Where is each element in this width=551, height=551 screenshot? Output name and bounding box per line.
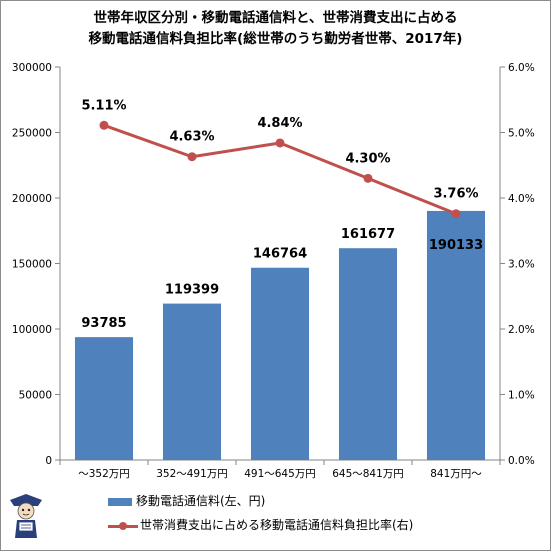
bar (338, 248, 398, 460)
left-tick-label: 50000 (19, 390, 52, 402)
x-tick-label: ～352万円 (78, 468, 130, 480)
ratio-data-label: 4.84% (257, 116, 302, 131)
x-tick-label: 491～645万円 (244, 468, 316, 480)
bar-data-label: 190133 (429, 238, 483, 253)
ratio-data-label: 5.11% (81, 98, 126, 113)
legend-bar-swatch (108, 497, 132, 506)
ratio-marker (187, 152, 197, 162)
left-tick-label: 300000 (12, 62, 52, 74)
left-tick-label: 250000 (12, 128, 52, 140)
bar-data-label: 119399 (165, 283, 219, 298)
left-tick-label: 100000 (12, 324, 52, 336)
right-tick-label: 2.0% (508, 324, 535, 336)
left-tick-label: 0 (45, 455, 52, 467)
right-tick-label: 6.0% (508, 62, 535, 74)
bar (74, 337, 134, 460)
chart-title-line-1: 世帯年収区分別・移動電話通信料と、世帯消費支出に占める (93, 10, 458, 26)
legend-item-line: 世帯消費支出に占める移動電話通信料負担比率(右) (108, 517, 413, 533)
bar-data-label: 93785 (81, 316, 126, 331)
right-tick-label: 1.0% (508, 390, 535, 402)
ratio-marker (275, 138, 285, 148)
left-tick-label: 200000 (12, 193, 52, 205)
right-tick-label: 4.0% (508, 193, 535, 205)
ratio-marker (363, 173, 373, 183)
legend-bar-label: 移動電話通信料(左、円) (136, 494, 266, 508)
x-tick-label: 841万円～ (430, 468, 482, 480)
chart-title: 世帯年収区分別・移動電話通信料と、世帯消費支出に占める 移動電話通信料負担比率(… (0, 8, 551, 50)
legend-item-bar: 移動電話通信料(左、円) (108, 493, 265, 509)
bar-data-label: 146764 (253, 247, 307, 262)
ratio-data-label: 4.63% (169, 130, 214, 145)
mascot-icon (10, 494, 42, 538)
bar (162, 303, 222, 460)
x-tick-label: 645～841万円 (332, 468, 404, 480)
right-tick-label: 0.0% (508, 455, 535, 467)
ratio-data-label: 4.30% (345, 151, 390, 166)
chart-title-line-2: 移動電話通信料負担比率(総世帯のうち勤労者世帯、2017年) (88, 31, 463, 47)
ratio-data-label: 3.76% (433, 187, 478, 202)
right-tick-label: 3.0% (508, 259, 535, 271)
x-tick-label: 352～491万円 (156, 468, 228, 480)
right-tick-label: 5.0% (508, 128, 535, 140)
legend-line-swatch (108, 521, 138, 531)
bar (250, 267, 310, 460)
ratio-marker (451, 209, 461, 219)
bar (426, 210, 486, 460)
legend-line-label: 世帯消費支出に占める移動電話通信料負担比率(右) (140, 518, 414, 532)
bar-data-label: 161677 (341, 227, 395, 242)
left-tick-label: 150000 (12, 259, 52, 271)
ratio-marker (99, 120, 109, 130)
